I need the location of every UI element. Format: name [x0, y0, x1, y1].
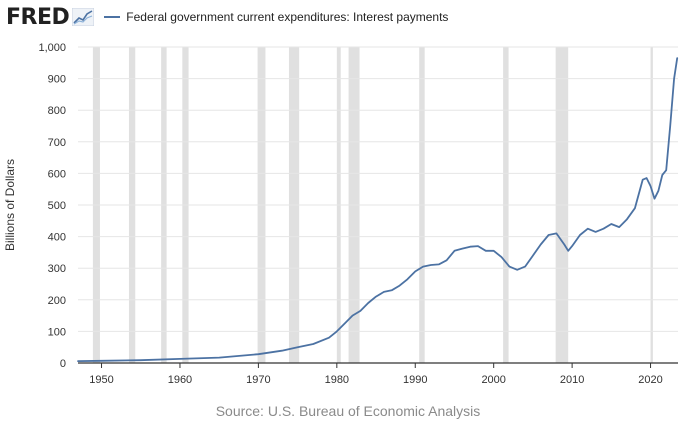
- y-tick-label: 600: [48, 168, 66, 180]
- x-tick-label: 1950: [89, 374, 113, 386]
- y-tick-label: 1,000: [38, 42, 66, 54]
- fred-logo[interactable]: FRED: [6, 4, 70, 30]
- legend-swatch: [104, 16, 121, 18]
- x-tick-label: 1970: [246, 374, 270, 386]
- x-tick-label: 2020: [638, 374, 662, 386]
- x-tick-label: 1990: [403, 374, 427, 386]
- y-tick-label: 0: [60, 358, 66, 370]
- y-tick-label: 900: [48, 74, 66, 86]
- y-tick-label: 200: [48, 295, 66, 307]
- series-line: [77, 57, 679, 363]
- y-tick-label: 100: [48, 326, 66, 338]
- y-axis-label: Billions of Dollars: [3, 159, 17, 251]
- y-tick-label: 300: [48, 263, 66, 275]
- chart-header: FRED Federal government current expendit…: [6, 4, 448, 30]
- legend-label: Federal government current expenditures:…: [126, 10, 449, 24]
- y-tick-label: 700: [48, 137, 66, 149]
- y-tick-label: 800: [48, 105, 66, 117]
- chart-legend[interactable]: Federal government current expenditures:…: [104, 10, 448, 24]
- y-tick-label: 400: [48, 232, 66, 244]
- y-tick-label: 500: [48, 200, 66, 212]
- fred-chart-icon: [72, 8, 95, 26]
- x-tick-label: 1960: [168, 374, 192, 386]
- x-tick-label: 2010: [560, 374, 584, 386]
- source-note: Source: U.S. Bureau of Economic Analysis: [215, 403, 481, 419]
- x-tick-label: 2000: [481, 374, 505, 386]
- x-tick-label: 1980: [325, 374, 349, 386]
